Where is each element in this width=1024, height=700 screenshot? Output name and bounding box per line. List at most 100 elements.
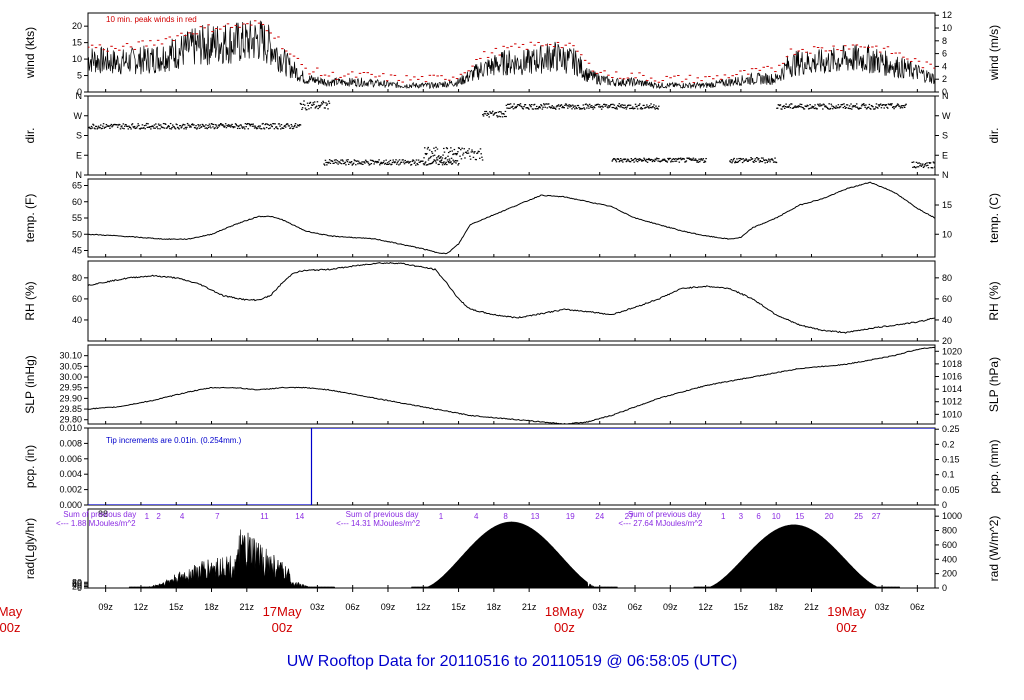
direction-point	[443, 161, 445, 163]
direction-point	[640, 159, 642, 161]
direction-point	[545, 103, 548, 105]
left-tick-label: 0.004	[59, 469, 82, 479]
x-tick-label: 15z	[734, 602, 749, 612]
direction-point	[171, 126, 173, 129]
wind-annotation: 10 min. peak winds in red	[106, 15, 197, 24]
direction-point	[263, 128, 266, 130]
direction-point	[528, 108, 530, 110]
direction-point	[629, 107, 631, 110]
direction-point	[491, 112, 493, 114]
left-tick-label: 0.010	[59, 423, 82, 433]
direction-point	[771, 158, 773, 160]
right-tick-label: 0	[942, 500, 947, 510]
direction-point	[653, 104, 655, 106]
series-peak-wind	[88, 20, 935, 84]
direction-point	[417, 163, 419, 166]
left-tick-label: 80	[72, 577, 82, 587]
right-tick-label: 1016	[942, 371, 962, 381]
direction-point	[482, 113, 484, 116]
direction-point	[228, 125, 230, 127]
direction-point	[927, 167, 930, 169]
direction-point	[450, 157, 453, 159]
direction-point	[779, 104, 781, 107]
radiation-day-3	[693, 524, 900, 588]
direction-point	[174, 128, 177, 130]
direction-point	[110, 123, 113, 126]
direction-point	[677, 158, 679, 160]
direction-point	[447, 160, 450, 163]
direction-point	[379, 164, 381, 166]
direction-point	[195, 125, 197, 127]
hour-label: 25	[854, 512, 863, 521]
direction-point	[243, 126, 245, 128]
day-label: 19May	[827, 604, 867, 619]
direction-point	[765, 159, 768, 161]
direction-point	[331, 160, 333, 162]
direction-point	[435, 157, 438, 159]
direction-point	[493, 113, 495, 115]
direction-point	[696, 161, 698, 163]
x-tick-label: 21z	[804, 602, 819, 612]
direction-point	[412, 160, 415, 162]
direction-point	[538, 106, 540, 108]
direction-point	[483, 113, 486, 115]
x-tick-label: 09z	[381, 602, 396, 612]
direction-point	[223, 126, 226, 128]
direction-point	[776, 107, 779, 109]
direction-point	[448, 160, 451, 162]
direction-point	[619, 106, 621, 108]
day-hour-label: 00z	[0, 620, 20, 635]
day-total-line1: Sum of previous day	[628, 510, 701, 519]
direction-point	[791, 103, 793, 105]
direction-point	[278, 123, 281, 125]
direction-point	[457, 164, 459, 166]
direction-point	[426, 152, 428, 155]
direction-point	[362, 163, 364, 166]
direction-point	[402, 159, 404, 161]
direction-point	[169, 122, 172, 125]
direction-point	[877, 104, 880, 106]
direction-point	[441, 157, 444, 159]
left-tick-label: 29.80	[59, 415, 82, 425]
direction-point	[181, 126, 183, 128]
direction-point	[731, 160, 734, 162]
direction-point	[467, 152, 470, 154]
panel-frame	[87, 344, 936, 425]
direction-point	[323, 163, 325, 165]
direction-point	[147, 123, 149, 125]
direction-point	[818, 105, 821, 107]
direction-point	[340, 159, 342, 161]
direction-point	[229, 126, 232, 128]
direction-point	[320, 104, 322, 106]
direction-point	[459, 155, 461, 157]
direction-point	[291, 125, 293, 127]
direction-point	[814, 104, 816, 106]
direction-point	[232, 127, 235, 129]
panel-data	[88, 20, 935, 90]
direction-point	[731, 162, 733, 164]
direction-point	[328, 161, 330, 163]
direction-point	[482, 115, 485, 117]
direction-point	[299, 124, 302, 126]
direction-point	[672, 158, 675, 160]
direction-point	[557, 104, 560, 106]
direction-point	[663, 159, 665, 161]
direction-point	[182, 123, 185, 125]
x-tick-label: 15z	[451, 602, 466, 612]
direction-point	[354, 160, 356, 162]
direction-point	[205, 127, 208, 129]
direction-point	[822, 108, 824, 110]
direction-point	[299, 102, 302, 105]
direction-point	[889, 103, 892, 105]
direction-point	[204, 127, 206, 129]
direction-point	[799, 103, 801, 105]
direction-point	[844, 107, 847, 109]
direction-point	[355, 164, 357, 166]
direction-point	[222, 124, 224, 126]
direction-point	[785, 103, 787, 105]
direction-point	[639, 103, 641, 105]
direction-point	[617, 158, 619, 160]
direction-point	[593, 106, 595, 108]
